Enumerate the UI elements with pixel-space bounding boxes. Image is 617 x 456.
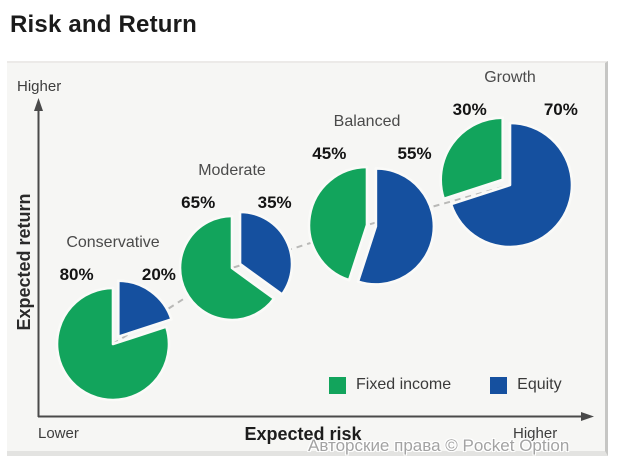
- pie-balanced-title: Balanced: [333, 113, 401, 130]
- pie-charts: [55, 116, 574, 402]
- pie-balanced-equity-pct: 55%: [397, 144, 432, 163]
- pie-growth-fixed-income-pct: 30%: [452, 100, 487, 119]
- page-title: Risk and Return: [10, 11, 198, 38]
- pie-moderate-fixed-income-pct: 65%: [181, 193, 216, 212]
- pie-balanced-equity-slice: [356, 167, 436, 286]
- trend-dashed-line: [112, 184, 511, 345]
- x-axis-title: Expected risk: [244, 424, 362, 444]
- pie-balanced-fixed-income-pct: 45%: [312, 144, 347, 163]
- equity-swatch-icon: [490, 376, 508, 394]
- legend-item-equity: Equity: [490, 376, 562, 394]
- legend-label-equity: Equity: [517, 376, 562, 393]
- pie-growth-fixed-income-slice: [439, 116, 505, 201]
- pie-moderate-equity-slice: [238, 210, 294, 296]
- pie-balanced-fixed-income-slice: [307, 165, 369, 282]
- legend: Fixed income Equity: [329, 376, 562, 394]
- pie-growth-equity-pct: 70%: [543, 100, 578, 119]
- pie-conservative-fixed-income-slice: [55, 286, 171, 402]
- axes: [34, 98, 594, 421]
- pie-conservative-equity-pct: 20%: [141, 265, 176, 284]
- x-axis-higher-label: Higher: [513, 425, 558, 442]
- pie-moderate-title: Moderate: [198, 162, 266, 179]
- pie-growth-equity-slice: [449, 121, 574, 249]
- fixed-income-swatch-icon: [329, 376, 346, 394]
- x-axis-lower-label: Lower: [38, 425, 79, 442]
- pie-moderate-fixed-income-slice: [178, 214, 276, 322]
- legend-label-fixed-income: Fixed income: [356, 376, 452, 393]
- pie-conservative-equity-slice: [116, 279, 173, 339]
- pie-growth-title: Growth: [484, 69, 536, 86]
- legend-item-fixed-income: Fixed income: [329, 376, 451, 394]
- watermark: Авторские права © Pocket Option: [308, 436, 570, 455]
- x-axis-arrow-icon: [581, 412, 594, 421]
- pie-conservative-fixed-income-pct: 80%: [59, 265, 94, 284]
- y-axis-title: Expected return: [14, 193, 34, 331]
- pie-moderate-equity-pct: 35%: [257, 193, 292, 212]
- y-axis-higher-label: Higher: [17, 78, 62, 95]
- y-axis-arrow-icon: [34, 98, 43, 111]
- pie-conservative-title: Conservative: [66, 234, 160, 251]
